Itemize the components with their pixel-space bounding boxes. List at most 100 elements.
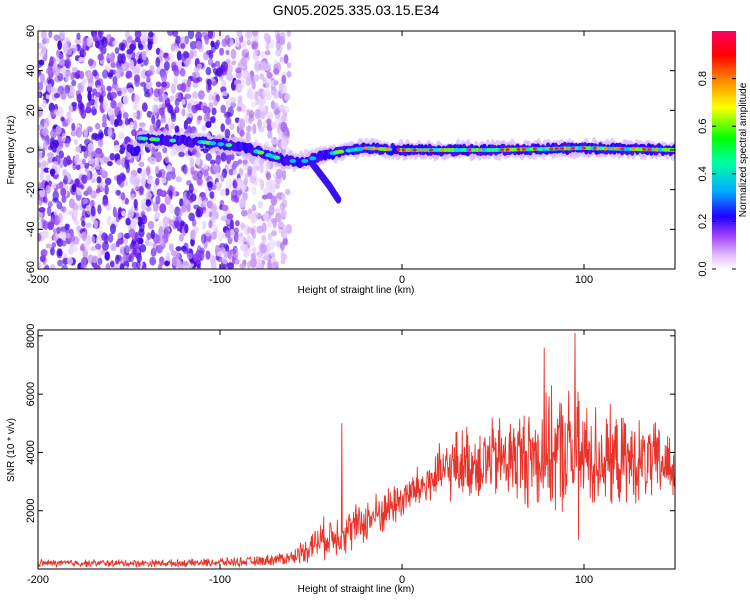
noise-blob — [202, 163, 209, 170]
noise-blob — [195, 208, 201, 218]
noise-blob — [147, 178, 154, 185]
y-tick-label: 6000 — [25, 382, 37, 406]
noise-blob — [259, 73, 265, 80]
x-tick-label: 100 — [575, 574, 593, 586]
noise-blob — [87, 71, 92, 79]
noise-blob — [257, 118, 263, 129]
noise-blob — [124, 118, 130, 126]
x-tick-label: 100 — [575, 274, 593, 286]
noise-blob — [152, 104, 158, 113]
noise-blob — [49, 246, 55, 256]
noise-blob — [60, 231, 67, 241]
noise-blob — [237, 95, 243, 104]
ridge-hot — [500, 148, 505, 152]
noise-blob — [239, 263, 247, 269]
ridge-hot — [374, 147, 379, 151]
noise-blob — [134, 37, 141, 43]
noise-blob — [57, 248, 63, 257]
ridge-hot — [363, 146, 368, 150]
noise-blob — [92, 255, 99, 264]
noise-blob — [52, 62, 58, 71]
noise-blob — [229, 96, 237, 104]
noise-blob — [155, 57, 161, 68]
noise-blob — [65, 118, 71, 125]
noise-blob — [123, 112, 129, 120]
noise-blob — [174, 125, 180, 133]
noise-blob — [221, 204, 229, 212]
noise-blob — [104, 251, 110, 261]
noise-blob — [227, 262, 235, 269]
ridge-hot — [592, 146, 597, 150]
noise-blob — [112, 40, 119, 47]
noise-blob — [72, 105, 77, 111]
noise-blob — [102, 113, 107, 125]
noise-blob — [53, 92, 60, 99]
noise-blob — [259, 163, 264, 174]
noise-blob — [252, 169, 257, 179]
noise-blob — [210, 203, 218, 214]
noise-blob — [146, 70, 153, 76]
noise-blob — [237, 234, 244, 245]
noise-blob — [189, 196, 194, 204]
noise-blob — [146, 232, 152, 241]
noise-blob — [132, 120, 138, 131]
noise-blob — [63, 175, 68, 185]
noise-blob — [42, 161, 50, 167]
ridge-hot — [418, 148, 423, 152]
noise-blob — [69, 85, 75, 97]
noise-blob — [175, 35, 181, 44]
noise-blob — [144, 91, 151, 98]
noise-blob — [179, 127, 185, 136]
noise-blob — [47, 114, 52, 124]
noise-blob — [109, 53, 115, 64]
noise-blob — [279, 32, 286, 39]
noise-blob — [239, 129, 245, 137]
noise-blob — [197, 115, 203, 121]
noise-blob — [219, 264, 226, 269]
noise-blob — [115, 240, 120, 248]
noise-blob — [261, 222, 267, 233]
noise-blob — [181, 98, 186, 105]
ridge-hot — [440, 148, 445, 152]
noise-blob — [121, 210, 127, 217]
noise-blob — [76, 32, 81, 41]
noise-blob — [195, 40, 203, 50]
x-tick-label: 0 — [399, 274, 405, 286]
noise-blob — [92, 69, 98, 77]
noise-blob — [211, 107, 217, 116]
noise-blob — [189, 40, 197, 50]
noise-blob — [90, 205, 96, 217]
noise-blob — [133, 198, 138, 209]
noise-blob — [225, 100, 231, 109]
noise-blob — [82, 248, 88, 260]
noise-blob — [192, 82, 199, 88]
colorbar-tick-label: 0.8 — [697, 71, 709, 86]
noise-blob — [220, 151, 227, 162]
noise-blob — [135, 68, 140, 76]
noise-blob — [257, 253, 262, 262]
noise-blob — [216, 181, 221, 187]
noise-blob — [277, 222, 285, 228]
noise-blob — [53, 208, 59, 216]
noise-blob — [85, 222, 92, 229]
ridge-hot — [478, 148, 483, 152]
ridge-core — [217, 142, 225, 147]
noise-blob — [181, 108, 186, 117]
ridge-hot — [582, 146, 586, 150]
noise-blob — [285, 223, 293, 235]
noise-blob — [175, 246, 182, 252]
noise-blob — [211, 224, 218, 232]
noise-blob — [261, 91, 267, 97]
noise-blob — [155, 244, 163, 254]
noise-blob — [127, 208, 134, 219]
noise-blob — [64, 59, 70, 67]
noise-blob — [197, 196, 202, 206]
noise-blob — [258, 126, 265, 133]
noise-blob — [229, 228, 235, 239]
noise-blob — [97, 248, 103, 258]
noise-blob — [263, 212, 270, 222]
noise-blob — [188, 183, 194, 194]
noise-blob — [197, 170, 203, 179]
noise-blob — [149, 156, 156, 165]
noise-blob — [205, 66, 212, 76]
